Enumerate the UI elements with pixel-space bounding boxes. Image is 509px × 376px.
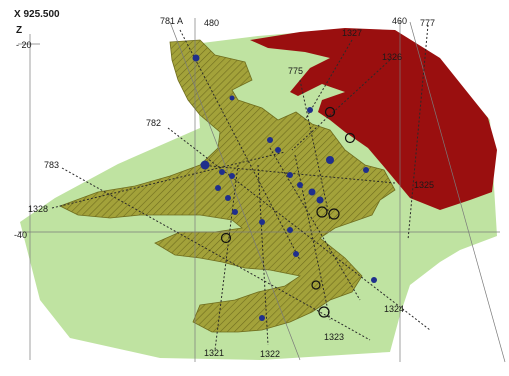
grid-label-460: 460 [392,16,407,26]
drillhole-label: 781 A [160,16,183,26]
drillhole-trace-782 [167,127,431,331]
sample-marker [371,277,377,283]
sample-marker [192,54,200,62]
drillhole-label: 1325 [414,180,434,190]
drillhole-label: 1321 [204,348,224,358]
z-tick-label: -40 [14,230,27,240]
sample-marker [275,147,281,153]
sample-marker [259,219,265,225]
grid-label-480: 480 [204,18,219,28]
sample-marker [287,227,293,233]
drillhole-trace-1321 [214,164,239,351]
drillhole-label: 1324 [384,304,404,314]
ringed-sample-marker [318,306,330,318]
sample-marker [287,172,293,178]
drillhole-label: 1323 [324,332,344,342]
sample-marker [363,167,369,173]
massive-sulphide-unit [250,28,497,210]
ringed-sample-marker [311,280,321,290]
sample-marker [293,251,299,257]
section-coordinate-label: X 925.500 [14,9,60,20]
sample-marker [229,95,235,101]
drillhole-label: 782 [146,118,161,128]
sample-marker [219,169,225,175]
ringed-sample-marker [324,106,336,118]
drillhole-label: 777 [420,18,435,28]
sample-marker [297,182,303,188]
sample-marker [215,185,221,191]
sample-marker [267,137,273,143]
sample-markers [192,54,377,321]
drillhole-trace-1327 [304,39,353,121]
drillhole-trace-1324 [269,147,361,301]
drillhole-label: 1326 [382,52,402,62]
z-axis-label: Z [16,25,22,36]
ringed-sample-marker [328,208,340,220]
drillhole-trace-1325 [199,164,396,184]
ringed-sample-marker [220,232,232,244]
sample-marker [307,107,313,113]
drillhole-label: 1327 [342,28,362,38]
sample-marker [200,160,210,170]
sample-marker [308,188,316,196]
drillhole-label: 1322 [260,349,280,359]
sample-marker [259,315,265,321]
drillhole-trace-781a [179,29,301,261]
sample-marker [316,196,324,204]
highlighted-samples [220,106,356,318]
grid-lines [18,18,506,363]
z-tick-label: - 20 [16,40,32,50]
drillhole-label: 775 [288,66,303,76]
sample-marker [225,195,231,201]
ringed-sample-marker [344,132,356,144]
sample-marker [229,173,235,179]
drillhole-label: 783 [44,160,59,170]
drillhole-label: 1328 [28,204,48,214]
sample-marker [232,209,238,215]
ringed-sample-marker [316,206,328,218]
sample-marker [326,156,334,164]
